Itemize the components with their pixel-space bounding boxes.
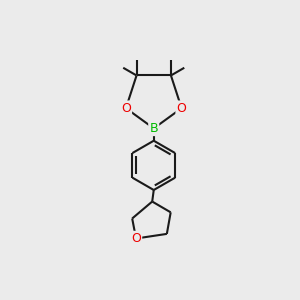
- Text: O: O: [177, 102, 187, 115]
- Text: O: O: [121, 102, 131, 115]
- Text: B: B: [149, 122, 158, 135]
- Text: O: O: [131, 232, 141, 245]
